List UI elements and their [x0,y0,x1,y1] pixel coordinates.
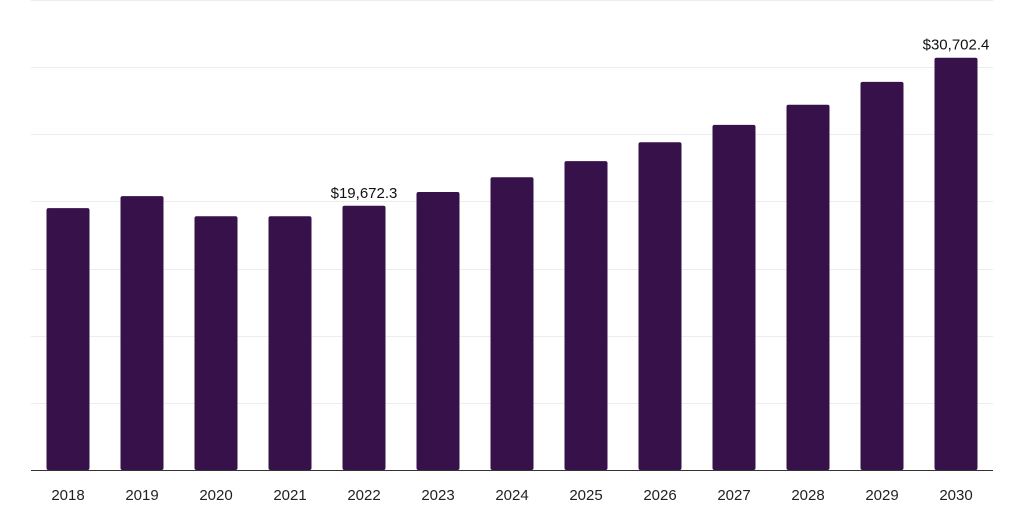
bars [46,57,978,471]
x-tick-label-2029: 2029 [865,487,898,504]
bar-2024 [490,177,534,471]
bar-2018 [46,208,90,470]
data-label-2022: $19,672.3 [331,185,398,202]
bar-2021 [268,216,312,470]
bar-2028 [786,104,830,470]
bar-2023 [416,192,460,470]
x-tick-label-2030: 2030 [939,487,972,504]
x-tick-label-2026: 2026 [643,487,676,504]
x-tick-label-2022: 2022 [347,487,380,504]
x-tick-label-2019: 2019 [125,487,158,504]
x-tick-label-2028: 2028 [791,487,824,504]
bar-2027 [712,124,756,471]
bar-2022 [342,205,386,471]
x-tick-label-2024: 2024 [495,487,528,504]
bar-2020 [194,216,238,470]
x-tick-label-2027: 2027 [717,487,750,504]
bar-2019 [120,196,164,470]
x-tick-label-2021: 2021 [273,487,306,504]
x-axis-tick-labels: 2018 2019 2020 2021 2022 2023 2024 2025 2026 2027… [51,487,972,504]
bar-2025 [564,161,608,470]
x-tick-label-2023: 2023 [421,487,454,504]
data-label-2030: $30,702.4 [923,37,990,54]
x-tick-label-2018: 2018 [51,487,84,504]
x-tick-label-2020: 2020 [199,487,232,504]
x-tick-label-2025: 2025 [569,487,602,504]
bar-2030 [934,57,978,470]
data-labels: $19,672.3 $30,702.4 [331,37,990,202]
bar-2026 [638,142,682,471]
bar-2029 [860,81,904,471]
